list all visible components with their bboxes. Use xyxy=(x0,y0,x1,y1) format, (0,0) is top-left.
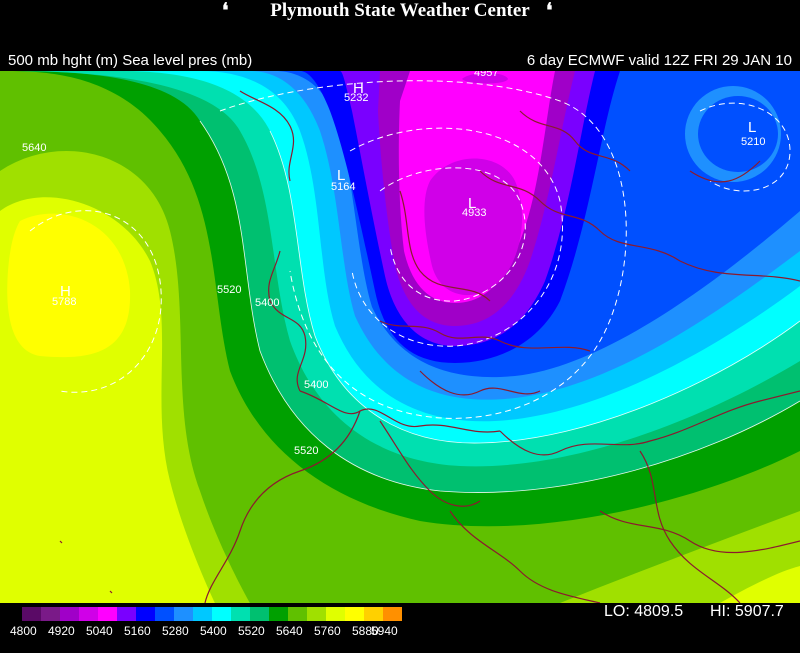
contour-value-label: 5640 xyxy=(22,142,46,154)
map-annotations: H 5232 4957 L 5210 5640 L 5164 L 4933 H … xyxy=(22,71,765,457)
legend-swatch xyxy=(307,607,326,621)
legend-swatch xyxy=(326,607,345,621)
high-marker: H xyxy=(353,80,364,97)
legend-label: 5400 xyxy=(200,624,227,638)
band-4920-top xyxy=(462,73,508,84)
low-right-inner xyxy=(698,96,778,172)
legend-swatch xyxy=(136,607,155,621)
contour-value-label: 4933 xyxy=(462,207,486,219)
legend-swatch xyxy=(250,607,269,621)
legend-label: 4920 xyxy=(48,624,75,638)
legend-swatch xyxy=(22,607,41,621)
contour-value-label: 5400 xyxy=(255,297,279,309)
page-title: Plymouth State Weather Center xyxy=(270,0,530,21)
legend-label: 5760 xyxy=(314,624,341,638)
legend-swatch xyxy=(174,607,193,621)
high-marker: H xyxy=(60,283,71,300)
min-value: LO: 4809.5 xyxy=(604,603,684,620)
legend-swatch xyxy=(364,607,383,621)
contour-value-label: 5164 xyxy=(331,181,355,193)
legend-label: 5280 xyxy=(162,624,189,638)
contour-value-label: 5520 xyxy=(294,445,318,457)
band-5700-se xyxy=(560,511,800,603)
contour-value-label: 5520 xyxy=(217,284,241,296)
legend-label: 5520 xyxy=(238,624,265,638)
legend-label: 4800 xyxy=(10,624,37,638)
pressure-contours xyxy=(29,80,791,419)
height-contours xyxy=(199,120,800,493)
field-description: 500 mb hght (m) Sea level pres (mb) xyxy=(8,52,253,69)
contour-value-label: 4957 xyxy=(474,71,498,79)
legend-swatch xyxy=(79,607,98,621)
legend-swatch xyxy=(117,607,136,621)
low-marker: L xyxy=(337,167,345,184)
flag-icon: ❛ xyxy=(222,0,229,22)
contour-value-label: 5232 xyxy=(344,92,368,104)
color-legend: 4800 4920 5040 5160 5280 5400 5520 5640 5760 5880… xyxy=(10,607,402,638)
legend-label: 5940 xyxy=(371,624,398,638)
legend-label: 5040 xyxy=(86,624,113,638)
legend-swatch xyxy=(60,607,79,621)
legend-swatch xyxy=(98,607,117,621)
band-5760-se xyxy=(720,566,800,603)
weather-map: H 5232 4957 L 5210 5640 L 5164 L 4933 H … xyxy=(0,71,800,603)
legend-swatch xyxy=(383,607,402,621)
contour-value-label: 5210 xyxy=(741,136,765,148)
legend-swatch xyxy=(345,607,364,621)
legend-label: 5160 xyxy=(124,624,151,638)
contour-value-label: 5400 xyxy=(304,379,328,391)
low-marker: L xyxy=(748,119,756,136)
legend-swatch xyxy=(155,607,174,621)
title-banner: ❛ Plymouth State Weather Center ❛ xyxy=(0,0,800,26)
legend-swatch xyxy=(193,607,212,621)
band-5820 xyxy=(7,213,131,358)
legend-swatch xyxy=(41,607,60,621)
contour-value-label: 5788 xyxy=(52,296,76,308)
low-marker: L xyxy=(468,195,476,212)
forecast-valid-time: 6 day ECMWF valid 12Z FRI 29 JAN 10 xyxy=(526,52,792,69)
legend-swatch xyxy=(288,607,307,621)
flag-icon: ❛ xyxy=(546,0,553,22)
legend-label: 5640 xyxy=(276,624,303,638)
legend-swatch xyxy=(231,607,250,621)
band-4920 xyxy=(424,158,523,296)
max-value: HI: 5907.7 xyxy=(710,603,784,620)
legend-label: 5880 xyxy=(352,624,379,638)
legend-swatch xyxy=(269,607,288,621)
country-borders xyxy=(59,90,800,603)
legend-swatch xyxy=(212,607,231,621)
